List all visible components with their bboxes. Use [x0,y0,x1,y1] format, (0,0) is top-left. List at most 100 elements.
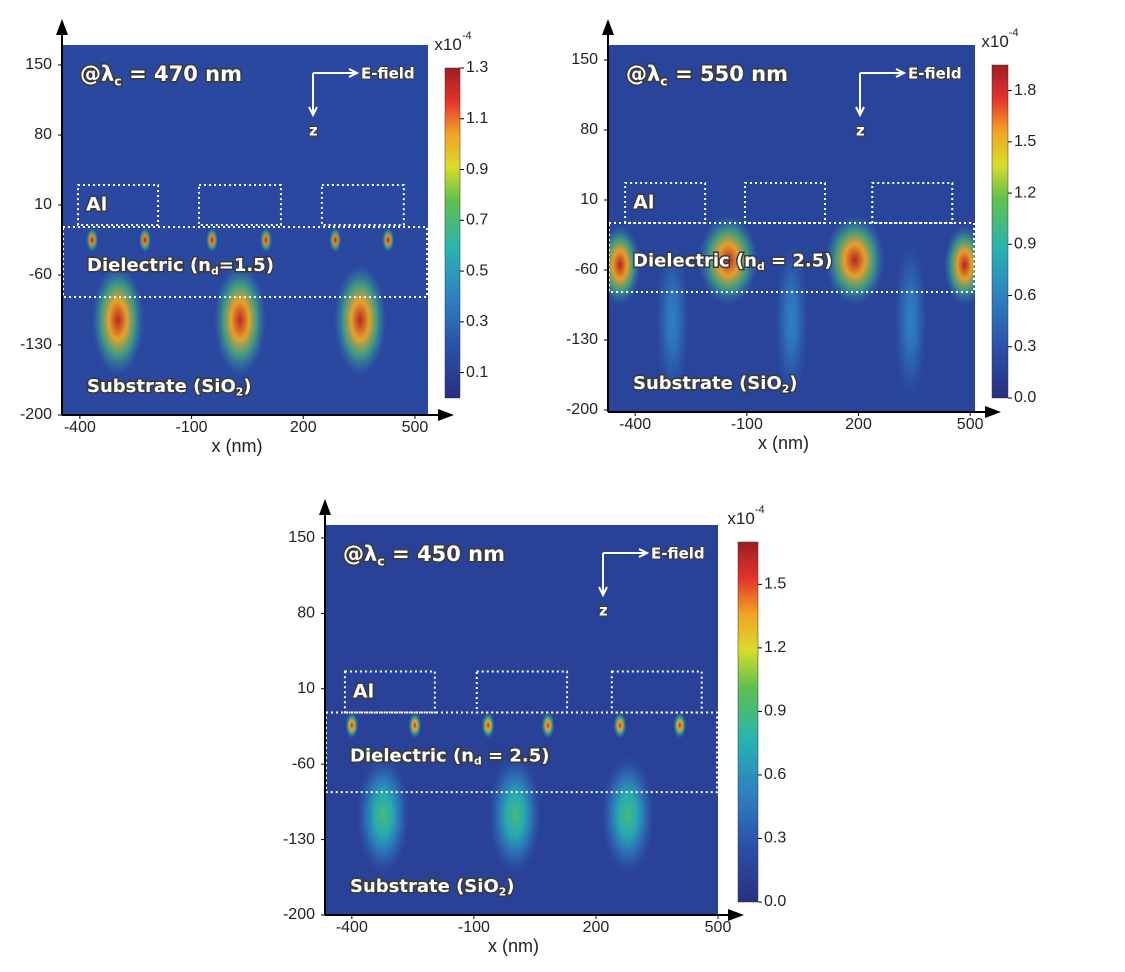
field-spot [655,240,690,400]
field-spot [139,228,151,252]
heatmap-field [86,228,395,375]
dielectric-label-tail: = 2.5) [765,251,833,272]
field-spot [334,265,387,375]
z-arrow [598,553,608,598]
metal-label: Al [353,680,374,702]
dielectric-label-tail: =1.5) [219,255,274,276]
panel-title-tail: = 550 nm [668,62,788,86]
x-axis-title: x (nm) [758,433,809,453]
z-arrow [308,73,318,118]
dielectric-label-text: Dielectric (n [87,255,211,276]
substrate-label-text: Substrate (SiO [633,373,782,394]
colorbar-tick-label: 0.5 [466,262,488,279]
colorbar [444,67,461,399]
dielectric-label-tail: = 2.5) [482,745,550,766]
colorbar-tick-label: 1.2 [764,639,786,656]
x-tick-label: 500 [957,416,984,433]
dielectric-label-sub: d [211,264,219,277]
colorbar-tick-label: 0.6 [1014,287,1036,304]
x-tick-label: -400 [619,416,651,433]
colorbar-tick-label: 0.6 [764,766,786,783]
colorbar-unit: x10-4 [434,30,471,55]
panel-title-tail: = 450 nm [385,542,505,566]
y-tick-label: -200 [20,406,52,423]
field-spot [408,712,422,739]
field-spot [893,240,928,400]
metal-box [198,184,282,226]
colorbar-tick-label: 0.0 [764,893,786,910]
z-label: z [309,122,318,140]
substrate-label-text: Substrate (SiO [350,876,499,897]
field-arrow [313,68,360,78]
colorbar-tick-label: 0.3 [466,313,488,330]
field-arrow [860,68,907,78]
y-tick-label: -130 [566,331,598,348]
field-spot [481,712,495,739]
colorbar-unit: x10-4 [727,504,764,529]
x-tick-label: 500 [402,419,429,436]
colorbar [737,541,759,903]
field-label: E-field [651,545,705,563]
substrate-label: Substrate (SiO2) [350,876,515,898]
x-axis-title: x (nm) [488,936,539,956]
panel-title: @λc = 450 nm [343,542,505,568]
dielectric-label-text: Dielectric (n [350,745,474,766]
field-spot [329,228,342,252]
panel-title-text: @λ [80,62,114,86]
substrate-label-sub: 2 [782,382,790,395]
heatmap-field [608,215,975,400]
field-spot [601,755,655,875]
panel-title-tail: = 470 nm [122,62,242,86]
colorbar-tick-label: 0.1 [466,364,488,381]
panel-title-text: @λ [626,62,660,86]
y-tick-label: -60 [292,755,315,772]
substrate-label-tail: ) [243,376,251,397]
x-axis-title: x (nm) [212,436,263,456]
y-tick-label: 80 [297,605,315,622]
colorbar-tick-label: 1.1 [466,110,488,127]
y-tick-label: -60 [575,261,598,278]
heatmap-field [345,712,687,875]
colorbar-unit: x10-4 [981,27,1018,52]
z-label: z [599,602,608,620]
y-tick-label: -200 [283,906,315,923]
y-tick-label: 150 [25,56,52,73]
y-tick-label: 150 [288,529,315,546]
x-tick-label: -100 [731,416,763,433]
colorbar-tick-label: 0.0 [1014,389,1036,406]
dielectric-box [608,222,975,293]
y-tick-label: -60 [29,266,52,283]
x-tick-label: 200 [845,416,872,433]
z-arrow [855,73,865,118]
field-spot [944,225,975,305]
metal-label: Al [86,194,107,216]
field-label: E-field [361,65,415,83]
field-spot [213,265,267,375]
substrate-label-tail: ) [506,876,514,897]
panel-title-sub: c [660,73,667,88]
substrate-label: Substrate (SiO2) [633,373,798,395]
x-tick-label: -400 [336,919,368,936]
field-spot [774,240,809,400]
colorbar-unit-base: x10 [981,32,1008,51]
y-axis-arrow [319,499,331,515]
panel-title-sub: c [114,73,121,88]
field-spot [608,225,641,305]
y-tick-label: -130 [283,831,315,848]
y-tick-label: 10 [34,196,52,213]
dielectric-label: Dielectric (nd = 2.5) [633,251,832,273]
panel-title-text: @λ [343,542,377,566]
panel-title: @λc = 550 nm [626,62,788,88]
colorbar-tick-label: 0.7 [466,212,488,229]
y-tick-label: 150 [571,51,598,68]
substrate-label: Substrate (SiO2) [87,376,252,398]
dielectric-label-sub: d [757,260,765,273]
metal-box [871,182,954,224]
field-spot [673,712,687,739]
dielectric-label-sub: d [474,755,482,768]
x-tick-label: 200 [290,419,317,436]
metal-box [320,184,405,226]
y-tick-label: 80 [34,126,52,143]
field-label: E-field [908,65,962,83]
x-tick-label: -400 [64,419,96,436]
